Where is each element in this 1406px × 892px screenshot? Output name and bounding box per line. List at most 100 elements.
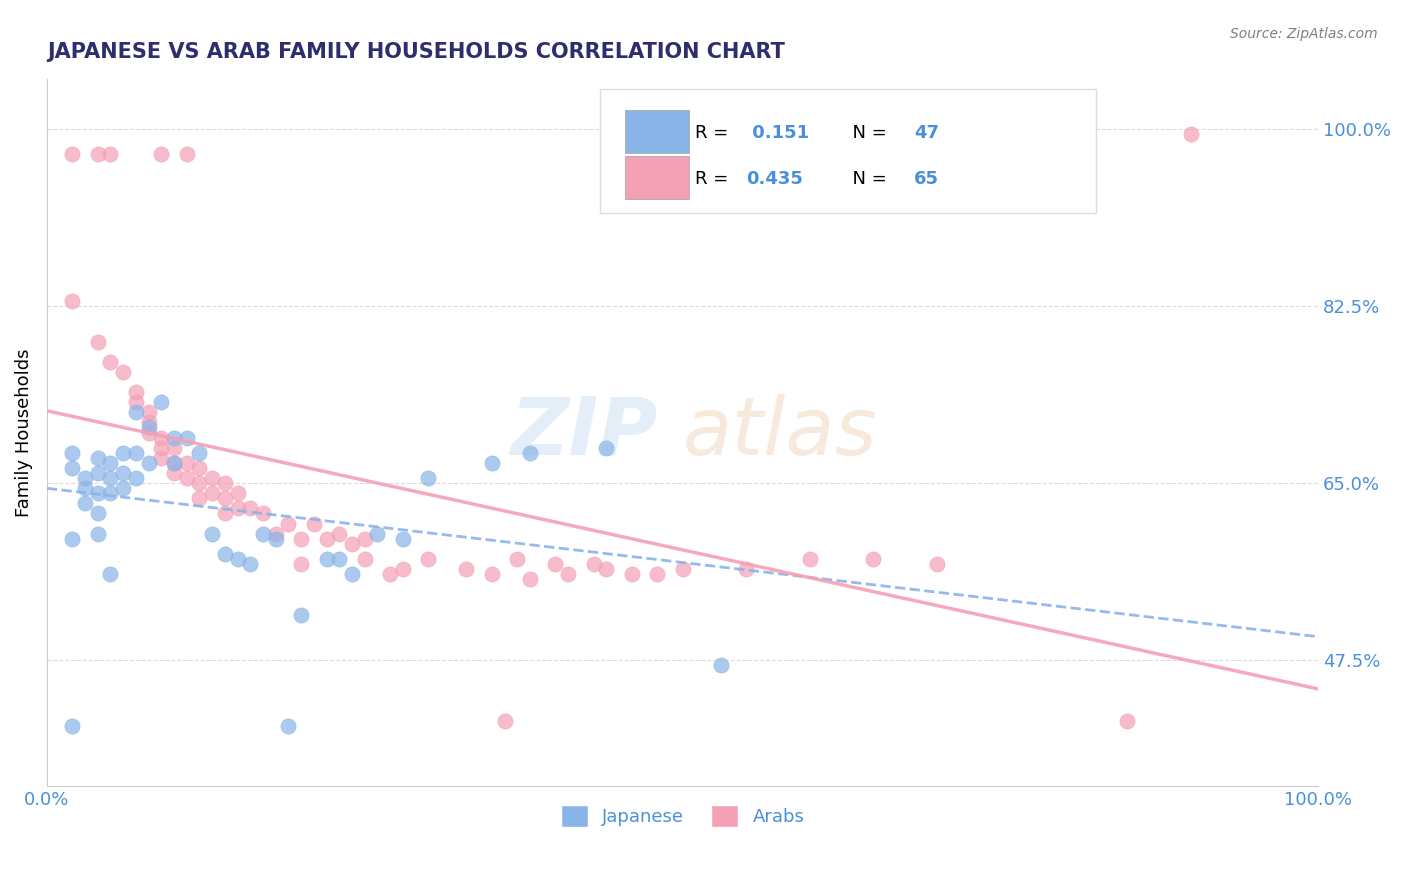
Point	[100, 567, 122, 582]
Point	[226, 501, 249, 516]
Point	[163, 456, 186, 470]
Point	[557, 567, 579, 582]
Point	[481, 567, 503, 582]
Text: R =: R =	[695, 125, 734, 143]
Point	[150, 431, 173, 445]
Point	[799, 552, 821, 566]
Point	[378, 567, 401, 582]
Point	[671, 562, 693, 576]
Point	[125, 446, 148, 460]
Point	[315, 532, 337, 546]
Point	[176, 456, 198, 470]
Point	[188, 461, 211, 475]
Point	[100, 355, 122, 369]
FancyBboxPatch shape	[626, 156, 689, 199]
Point	[188, 446, 211, 460]
Point	[645, 567, 668, 582]
Point	[150, 450, 173, 465]
Point	[214, 476, 236, 491]
Point	[176, 147, 198, 161]
Point	[163, 456, 186, 470]
Point	[264, 532, 287, 546]
Point	[340, 567, 363, 582]
Point	[100, 471, 122, 485]
Point	[87, 147, 110, 161]
Text: JAPANESE VS ARAB FAMILY HOUSEHOLDS CORRELATION CHART: JAPANESE VS ARAB FAMILY HOUSEHOLDS CORRE…	[46, 42, 785, 62]
Point	[87, 450, 110, 465]
Point	[302, 516, 325, 531]
Point	[138, 425, 160, 440]
Point	[328, 526, 350, 541]
Point	[620, 567, 643, 582]
Point	[595, 562, 617, 576]
Point	[125, 405, 148, 419]
Point	[456, 562, 478, 576]
Point	[735, 562, 758, 576]
Point	[201, 471, 224, 485]
Point	[582, 557, 605, 571]
Point	[340, 537, 363, 551]
Point	[506, 552, 529, 566]
Point	[138, 416, 160, 430]
Point	[277, 516, 299, 531]
Point	[87, 486, 110, 500]
FancyBboxPatch shape	[626, 111, 689, 153]
Point	[150, 147, 173, 161]
Point	[328, 552, 350, 566]
Point	[201, 486, 224, 500]
Point	[353, 532, 375, 546]
Point	[226, 552, 249, 566]
Text: 47: 47	[914, 125, 939, 143]
Point	[125, 471, 148, 485]
Point	[201, 526, 224, 541]
Point	[138, 456, 160, 470]
Point	[214, 507, 236, 521]
Point	[290, 557, 312, 571]
Text: atlas: atlas	[682, 393, 877, 472]
Point	[252, 507, 274, 521]
Point	[277, 719, 299, 733]
Point	[214, 491, 236, 506]
Point	[60, 532, 83, 546]
Point	[1116, 714, 1139, 728]
Point	[87, 526, 110, 541]
Point	[188, 476, 211, 491]
Text: N =: N =	[841, 125, 893, 143]
Point	[138, 420, 160, 434]
Point	[494, 714, 516, 728]
Point	[481, 456, 503, 470]
Text: ZIP: ZIP	[510, 393, 657, 472]
Legend: Japanese, Arabs: Japanese, Arabs	[554, 797, 811, 834]
Y-axis label: Family Households: Family Households	[15, 348, 32, 516]
Point	[366, 526, 388, 541]
Point	[112, 446, 135, 460]
Point	[163, 466, 186, 480]
FancyBboxPatch shape	[600, 89, 1095, 213]
Point	[73, 481, 96, 495]
Point	[73, 496, 96, 510]
Text: Source: ZipAtlas.com: Source: ZipAtlas.com	[1230, 27, 1378, 41]
Point	[862, 552, 884, 566]
Point	[188, 491, 211, 506]
Point	[87, 507, 110, 521]
Text: R =: R =	[695, 170, 734, 188]
Point	[214, 547, 236, 561]
Point	[100, 456, 122, 470]
Point	[125, 385, 148, 400]
Point	[60, 446, 83, 460]
Point	[1180, 127, 1202, 141]
Point	[925, 557, 948, 571]
Point	[252, 526, 274, 541]
Point	[100, 486, 122, 500]
Point	[150, 441, 173, 455]
Text: 65: 65	[914, 170, 939, 188]
Point	[226, 486, 249, 500]
Point	[73, 471, 96, 485]
Point	[112, 466, 135, 480]
Point	[60, 461, 83, 475]
Point	[239, 557, 262, 571]
Point	[87, 334, 110, 349]
Point	[264, 526, 287, 541]
Point	[163, 431, 186, 445]
Point	[87, 466, 110, 480]
